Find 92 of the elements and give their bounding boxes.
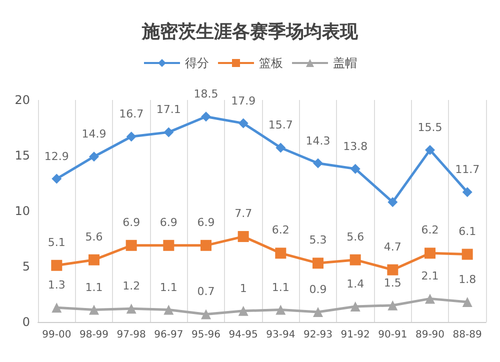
x-tick-label: 99-00 <box>42 330 72 340</box>
data-label: 1.1 <box>85 280 103 294</box>
data-label: 17.1 <box>156 103 181 116</box>
point <box>312 258 324 269</box>
data-label: 2.1 <box>421 270 439 283</box>
x-tick-label: 88-89 <box>452 330 482 340</box>
point <box>52 174 62 184</box>
x-tick-label: 94-95 <box>228 330 258 340</box>
data-label: 4.7 <box>384 240 402 254</box>
point <box>313 307 323 318</box>
data-label: 7.7 <box>234 207 252 220</box>
point <box>425 294 435 304</box>
point <box>89 304 99 315</box>
x-tick-label: 90-91 <box>378 330 408 340</box>
point <box>388 197 398 208</box>
data-label: 0.9 <box>309 283 327 296</box>
data-label: 14.3 <box>306 134 330 148</box>
point <box>313 158 323 168</box>
data-label: 14.9 <box>82 128 106 141</box>
point <box>89 152 99 162</box>
x-tick-label: 96-97 <box>154 330 184 340</box>
y-tick-label: 5 <box>22 260 30 274</box>
y-tick-label: 0 <box>22 315 30 329</box>
y-tick-label: 15 <box>14 148 30 162</box>
data-label: 1.2 <box>122 280 140 293</box>
point <box>350 254 361 266</box>
x-tick-label: 98-99 <box>79 330 109 340</box>
data-label: 17.9 <box>231 94 256 108</box>
point <box>201 112 211 122</box>
point <box>275 248 286 259</box>
legend-label: 盖帽 <box>333 56 357 70</box>
data-label: 6.1 <box>458 224 476 238</box>
data-label: 6.2 <box>421 224 439 237</box>
data-label: 13.8 <box>343 140 368 153</box>
x-tick-label: 97-98 <box>116 330 146 340</box>
data-label: 6.9 <box>197 216 215 229</box>
point <box>387 264 398 276</box>
data-label: 1.3 <box>48 278 66 292</box>
point <box>52 302 62 313</box>
data-label: 6.9 <box>122 216 140 229</box>
point <box>276 304 286 315</box>
data-label: 18.5 <box>194 88 218 101</box>
point <box>238 231 249 242</box>
point <box>424 248 436 259</box>
chart-title: 施密茨生涯各赛季场均表现 <box>141 22 359 42</box>
data-label: 5.6 <box>346 230 364 244</box>
point <box>164 127 174 138</box>
data-label: 16.7 <box>119 108 144 121</box>
point <box>238 118 248 128</box>
x-tick-label: 95-96 <box>191 330 221 340</box>
data-label: 1.5 <box>384 276 402 290</box>
data-label: 15.5 <box>418 120 442 134</box>
point <box>462 248 473 260</box>
point <box>126 132 136 142</box>
y-tick-label: 10 <box>14 204 30 218</box>
x-tick-label: 92-93 <box>303 330 333 340</box>
point <box>126 240 137 251</box>
point <box>238 306 248 316</box>
data-label: 6.2 <box>272 224 290 237</box>
point <box>164 304 174 315</box>
data-label: 5.6 <box>85 230 103 244</box>
data-label: 1.1 <box>272 280 290 294</box>
data-label: 0.7 <box>197 285 215 298</box>
point <box>163 240 174 251</box>
x-tick-label: 91-92 <box>340 330 370 340</box>
y-tick-label: 20 <box>14 93 30 107</box>
data-label: 6.9 <box>160 216 178 229</box>
data-label: 12.9 <box>44 150 69 163</box>
point <box>51 260 62 271</box>
point <box>462 187 472 198</box>
x-tick-label: 89-90 <box>415 330 445 340</box>
point <box>388 300 398 310</box>
point <box>88 254 100 266</box>
point <box>350 301 360 312</box>
data-label: 15.7 <box>268 118 293 132</box>
data-label: 1.1 <box>160 280 178 294</box>
data-label: 11.7 <box>455 163 480 176</box>
data-label: 5.3 <box>309 234 327 247</box>
point <box>462 297 472 308</box>
point <box>276 142 286 153</box>
data-label: 1.8 <box>458 273 476 286</box>
legend-label: 得分 <box>185 56 209 70</box>
point <box>200 240 212 251</box>
data-label: 1 <box>240 282 247 295</box>
data-label: 5.1 <box>48 236 66 249</box>
data-label: 1.4 <box>346 277 364 290</box>
x-tick-label: 93-94 <box>266 330 296 340</box>
point <box>201 309 211 320</box>
point <box>126 304 136 314</box>
legend-label: 篮板 <box>259 56 283 70</box>
point <box>350 164 360 174</box>
point <box>425 144 435 155</box>
